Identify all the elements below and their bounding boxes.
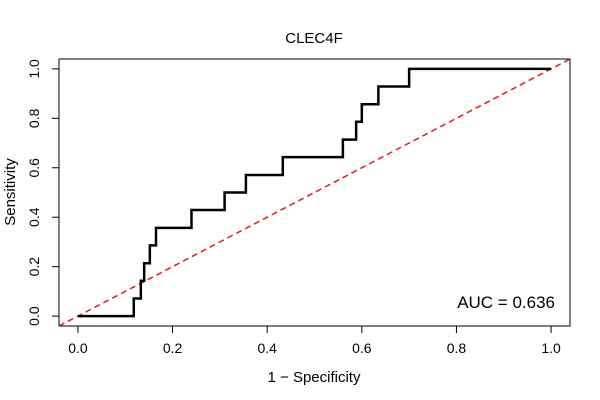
x-tick-label: 1.0 (541, 340, 561, 356)
x-tick-label: 0.8 (447, 340, 467, 356)
x-tick-label: 0.6 (352, 340, 372, 356)
y-axis-label: Sensitivity (2, 158, 19, 226)
y-tick-label: 0.2 (26, 257, 42, 277)
x-axis-label: 1 − Specificity (268, 369, 361, 386)
roc-curve (77, 67, 552, 318)
x-tick-label: 0.2 (163, 340, 183, 356)
y-tick-label: 0.8 (26, 108, 42, 128)
x-tick-label: 0.4 (257, 340, 277, 356)
y-tick-label: 0.6 (26, 158, 42, 178)
y-tick-label: 0.4 (26, 207, 42, 227)
y-axis: 0.0 0.2 0.4 0.6 0.8 1.0 (26, 59, 60, 326)
reference-diagonal-line (58, 58, 571, 327)
x-axis: 0.0 0.2 0.4 0.6 0.8 1.0 (68, 325, 561, 356)
y-tick-label: 1.0 (26, 59, 42, 79)
auc-annotation: AUC = 0.636 (457, 293, 555, 312)
chart-title: CLEC4F (285, 30, 343, 47)
x-tick-label: 0.0 (68, 340, 88, 356)
series-layer (58, 58, 571, 327)
y-tick-label: 0.0 (26, 306, 42, 326)
